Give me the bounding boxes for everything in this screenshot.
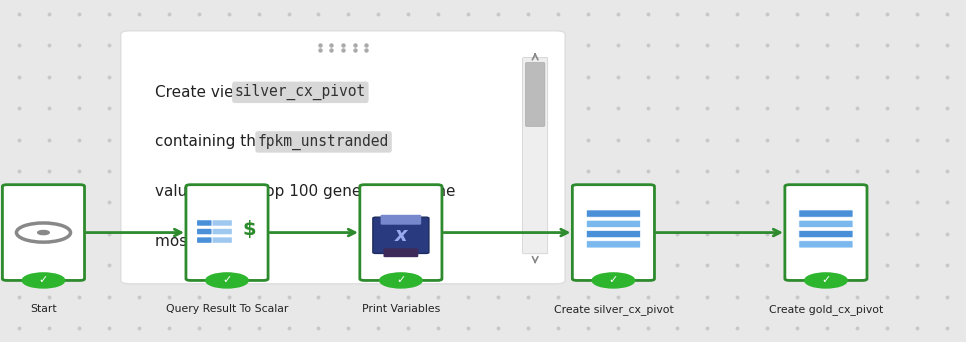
Text: ✓: ✓	[39, 275, 48, 286]
Circle shape	[805, 273, 847, 288]
FancyBboxPatch shape	[213, 220, 232, 226]
FancyBboxPatch shape	[2, 185, 85, 280]
FancyBboxPatch shape	[572, 185, 655, 280]
FancyBboxPatch shape	[586, 220, 640, 227]
FancyBboxPatch shape	[526, 63, 545, 126]
Text: Create view: Create view	[155, 85, 250, 100]
FancyBboxPatch shape	[523, 57, 548, 254]
FancyBboxPatch shape	[213, 237, 232, 243]
FancyBboxPatch shape	[213, 229, 232, 234]
FancyBboxPatch shape	[799, 241, 853, 248]
Text: silver_cx_pivot: silver_cx_pivot	[235, 84, 366, 101]
FancyBboxPatch shape	[359, 185, 442, 280]
FancyBboxPatch shape	[121, 31, 565, 284]
FancyBboxPatch shape	[799, 220, 853, 227]
Circle shape	[380, 273, 422, 288]
Text: fpkm_unstranded: fpkm_unstranded	[258, 134, 389, 150]
Text: containing the: containing the	[155, 134, 270, 149]
Text: Print Variables: Print Variables	[361, 304, 440, 314]
Text: Create silver_cx_pivot: Create silver_cx_pivot	[554, 304, 673, 315]
Text: Create gold_cx_pivot: Create gold_cx_pivot	[769, 304, 883, 315]
Text: $: $	[242, 220, 256, 239]
Text: ✓: ✓	[609, 275, 618, 286]
FancyBboxPatch shape	[197, 220, 212, 226]
FancyBboxPatch shape	[384, 248, 418, 257]
FancyBboxPatch shape	[799, 231, 853, 238]
Text: Start: Start	[30, 304, 57, 314]
Circle shape	[206, 273, 248, 288]
Text: Query Result To Scalar: Query Result To Scalar	[166, 304, 288, 314]
FancyBboxPatch shape	[785, 185, 867, 280]
FancyBboxPatch shape	[197, 229, 212, 234]
FancyBboxPatch shape	[586, 210, 640, 217]
FancyBboxPatch shape	[586, 241, 640, 248]
Text: most variance: most variance	[155, 234, 264, 249]
FancyBboxPatch shape	[381, 215, 421, 225]
FancyBboxPatch shape	[197, 237, 212, 243]
FancyBboxPatch shape	[185, 185, 269, 280]
Text: x: x	[394, 226, 408, 246]
FancyBboxPatch shape	[373, 217, 429, 253]
FancyBboxPatch shape	[586, 231, 640, 238]
FancyBboxPatch shape	[799, 210, 853, 217]
Text: ✓: ✓	[821, 275, 831, 286]
Circle shape	[592, 273, 635, 288]
Circle shape	[22, 273, 65, 288]
Text: values of the top 100 gene ids with the: values of the top 100 gene ids with the	[155, 184, 455, 199]
Text: ✓: ✓	[396, 275, 406, 286]
Text: ✓: ✓	[222, 275, 232, 286]
Circle shape	[38, 231, 49, 235]
